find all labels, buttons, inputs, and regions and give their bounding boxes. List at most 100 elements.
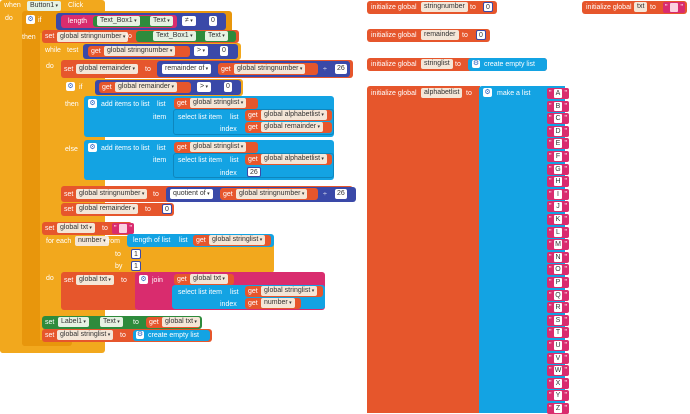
stringlist-var-dropdown[interactable]: global stringlist <box>190 98 247 108</box>
twenty-six-number[interactable]: 26 <box>335 64 347 74</box>
letter-value[interactable]: I <box>554 189 562 199</box>
alphabetlist-var-dropdown[interactable]: global alphabetlist <box>261 154 327 164</box>
letter-string-block[interactable]: " B " <box>547 100 569 112</box>
textbox1-dropdown[interactable]: Text_Box1 <box>153 31 196 41</box>
letter-value[interactable]: B <box>554 101 562 111</box>
txt-var-dropdown[interactable]: global txt <box>190 274 228 284</box>
greater-than-dropdown[interactable]: > <box>194 46 208 56</box>
stringnumber-var-dropdown[interactable]: global stringnumber <box>104 46 176 56</box>
letter-string-block[interactable]: " O " <box>547 264 569 276</box>
txt-name-field[interactable]: txt <box>634 2 648 12</box>
remainder-var-dropdown[interactable]: global remainder <box>76 204 139 214</box>
gear-icon[interactable]: ⚙ <box>139 275 148 284</box>
letter-string-block[interactable]: " N " <box>547 251 569 263</box>
empty-string-block[interactable]: " " <box>663 2 685 13</box>
remainder-var-dropdown[interactable]: global remainder <box>261 122 324 132</box>
letter-value[interactable]: D <box>554 126 562 136</box>
twenty-six-number[interactable]: 26 <box>247 167 261 177</box>
text-property-dropdown[interactable]: Text <box>100 317 123 327</box>
letter-value[interactable]: G <box>554 164 562 174</box>
greater-than-dropdown[interactable]: > <box>197 82 211 92</box>
remainder-var-dropdown[interactable]: global remainder <box>115 82 178 92</box>
button1-component-dropdown[interactable]: Button1 <box>27 1 62 11</box>
letter-value[interactable]: Q <box>554 290 562 300</box>
letter-value[interactable]: V <box>554 353 562 363</box>
txt-var-dropdown[interactable]: global txt <box>76 275 114 285</box>
letter-string-block[interactable]: " R " <box>547 302 569 314</box>
letter-value[interactable]: M <box>554 240 562 250</box>
stringnumber-var-dropdown[interactable]: global stringnumber <box>234 64 306 74</box>
letter-string-block[interactable]: " P " <box>547 277 569 288</box>
letter-string-block[interactable]: " W " <box>547 365 569 377</box>
not-equal-dropdown[interactable]: ≠ <box>182 16 196 26</box>
letter-value[interactable]: C <box>554 114 562 124</box>
stringlist-var-dropdown[interactable]: global stringlist <box>190 142 247 152</box>
gear-icon[interactable]: ⚙ <box>26 15 35 24</box>
stringlist-var-dropdown[interactable]: global stringlist <box>261 286 318 296</box>
number-var-dropdown[interactable]: number <box>261 298 295 308</box>
zero-number[interactable]: 0 <box>162 204 172 214</box>
txt-var-dropdown[interactable]: global txt <box>162 317 200 327</box>
letter-value[interactable]: A <box>554 89 562 98</box>
letter-string-block[interactable]: " J " <box>547 201 569 213</box>
letter-string-block[interactable]: " U " <box>547 340 569 351</box>
letter-value[interactable]: U <box>554 341 562 350</box>
stringlist-var-dropdown[interactable]: global stringlist <box>209 235 266 245</box>
letter-value[interactable]: R <box>554 303 562 313</box>
gear-icon[interactable]: ⚙ <box>483 88 492 97</box>
letter-string-block[interactable]: " E " <box>547 138 569 150</box>
letter-string-block[interactable]: " F " <box>547 151 569 162</box>
remainder-name-field[interactable]: remainder <box>421 30 459 40</box>
zero-number[interactable]: 0 <box>209 16 217 26</box>
zero-number[interactable]: 0 <box>476 30 486 40</box>
init-global-alphabetlist-block[interactable] <box>367 86 480 413</box>
zero-number[interactable]: 0 <box>224 82 232 92</box>
stringnumber-var-dropdown[interactable]: global stringnumber <box>236 189 308 199</box>
text-property-dropdown[interactable]: Text <box>205 31 228 41</box>
alphabetlist-var-dropdown[interactable]: global alphabetlist <box>261 110 327 120</box>
remainder-var-dropdown[interactable]: global remainder <box>76 64 139 74</box>
letter-string-block[interactable]: " M " <box>547 239 569 251</box>
gear-icon[interactable]: ⚙ <box>66 82 75 91</box>
stringnumber-var-dropdown[interactable]: global stringnumber <box>57 32 129 42</box>
letter-value[interactable]: O <box>554 265 562 275</box>
letter-string-block[interactable]: " Y " <box>547 390 569 402</box>
letter-value[interactable]: N <box>554 252 562 262</box>
zero-number[interactable]: 0 <box>220 46 228 56</box>
letter-value[interactable]: L <box>554 227 562 237</box>
letter-value[interactable]: S <box>554 315 562 325</box>
stringlist-name-field[interactable]: stringlist <box>421 59 453 69</box>
txt-var-dropdown[interactable]: global txt <box>57 223 95 233</box>
letter-string-block[interactable]: " K " <box>547 214 569 225</box>
letter-string-block[interactable]: " S " <box>547 314 569 326</box>
letter-string-block[interactable]: " D " <box>547 125 569 137</box>
label1-component-dropdown[interactable]: Label1 <box>58 317 89 327</box>
letter-value[interactable]: P <box>554 278 562 287</box>
number-var-field[interactable]: number <box>75 236 109 246</box>
stringnumber-name-field[interactable]: stringnumber <box>421 2 468 12</box>
letter-value[interactable]: E <box>554 139 562 149</box>
create-empty-list-block[interactable] <box>133 330 210 341</box>
letter-string-block[interactable]: " X " <box>547 377 569 389</box>
letter-string-block[interactable]: " V " <box>547 352 569 364</box>
letter-string-block[interactable]: " Z " <box>547 403 569 414</box>
alphabetlist-name-field[interactable]: alphabetlist <box>421 88 463 98</box>
letter-value[interactable]: Z <box>554 404 562 413</box>
gear-icon[interactable]: ⚙ <box>88 143 97 152</box>
one-number[interactable]: 1 <box>131 249 141 259</box>
letter-string-block[interactable]: " H " <box>547 176 569 188</box>
letter-string-block[interactable]: " I " <box>547 188 569 200</box>
letter-string-block[interactable]: " C " <box>547 113 569 125</box>
letter-value[interactable]: X <box>554 378 562 388</box>
one-number[interactable]: 1 <box>131 261 141 271</box>
gear-icon[interactable]: ⚙ <box>136 331 144 339</box>
twenty-six-number[interactable]: 26 <box>335 189 347 199</box>
letter-value[interactable]: H <box>554 177 562 187</box>
letter-value[interactable]: T <box>554 328 562 338</box>
empty-string-block[interactable]: " " <box>112 223 134 234</box>
letter-value[interactable]: J <box>554 202 562 212</box>
letter-string-block[interactable]: " A " <box>547 88 569 99</box>
letter-string-block[interactable]: " L " <box>547 226 569 238</box>
letter-value[interactable]: W <box>554 366 562 376</box>
text-property-dropdown[interactable]: Text <box>150 16 173 26</box>
